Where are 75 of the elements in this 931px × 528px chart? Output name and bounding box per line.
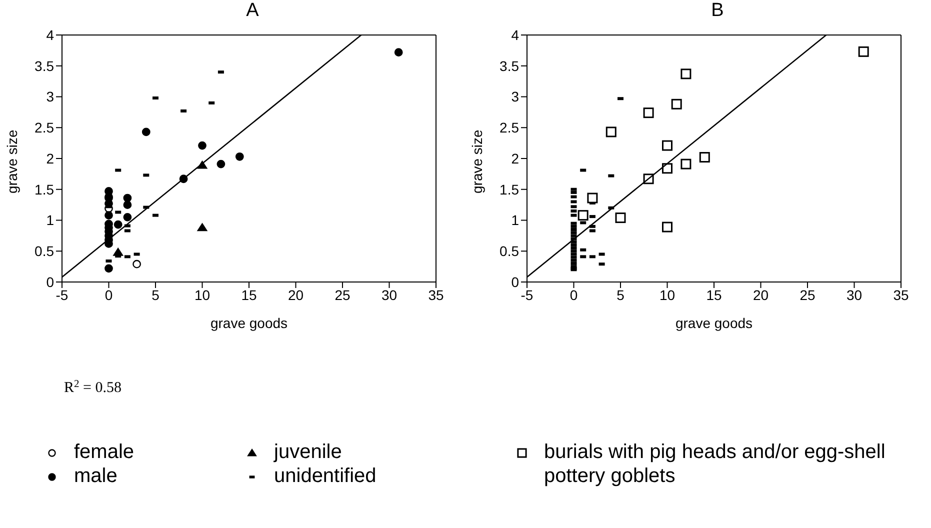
point bbox=[680, 68, 692, 80]
legend-label: male bbox=[74, 464, 118, 488]
x-tick-label: 25 bbox=[800, 286, 816, 303]
point bbox=[104, 187, 113, 196]
x-axis-title: grave goods bbox=[675, 315, 753, 331]
text: R$^{2}$ = 0.58 bbox=[64, 378, 122, 396]
point bbox=[142, 128, 150, 136]
point bbox=[662, 163, 672, 174]
y-tick-label: 1.5 bbox=[500, 181, 520, 198]
point bbox=[198, 141, 206, 150]
x-tick-label: 30 bbox=[381, 286, 398, 303]
legend-label: juvenile bbox=[274, 440, 342, 464]
point bbox=[216, 160, 226, 168]
x-tick-label: 5 bbox=[616, 286, 625, 303]
y-tick-label: 1 bbox=[511, 212, 520, 228]
y-tick-label: 0 bbox=[46, 274, 54, 290]
chart-title: B bbox=[710, 0, 725, 23]
y-tick-label: 1.5 bbox=[34, 181, 54, 198]
point bbox=[858, 46, 869, 57]
x-tick-label: 35 bbox=[428, 286, 444, 303]
point bbox=[615, 212, 626, 224]
y-tick-label: 2 bbox=[511, 150, 520, 166]
y-tick-label: 3.5 bbox=[34, 58, 54, 74]
x-tick-label: 0 bbox=[570, 286, 578, 303]
x-tick-label: 15 bbox=[706, 286, 722, 303]
x-tick-label: 30 bbox=[846, 286, 862, 303]
point bbox=[662, 140, 672, 151]
legend-label: unidentified bbox=[274, 464, 376, 488]
point bbox=[680, 158, 692, 170]
point bbox=[587, 192, 598, 204]
x-tick-label: 10 bbox=[194, 286, 210, 303]
point bbox=[123, 200, 132, 210]
chart-title: A bbox=[245, 0, 260, 23]
x-tick-label: 25 bbox=[334, 286, 350, 303]
y-axis-title: grave size bbox=[468, 129, 485, 194]
x-tick-label: 20 bbox=[752, 286, 769, 303]
y-tick-label: 2.5 bbox=[500, 120, 520, 136]
point bbox=[606, 126, 616, 138]
y-tick-label: 0.5 bbox=[500, 243, 520, 260]
y-tick-label: 0 bbox=[511, 274, 520, 290]
legend-label: burials with pig heads and/or egg-shell pottery goblets bbox=[544, 440, 886, 488]
x-tick-label: 20 bbox=[288, 286, 304, 303]
point bbox=[104, 264, 113, 273]
y-tick-label: 4 bbox=[511, 26, 520, 43]
point bbox=[123, 194, 132, 202]
x-tick-label: -5 bbox=[56, 286, 68, 303]
point bbox=[578, 210, 588, 221]
point bbox=[123, 212, 132, 222]
x-tick-label: 5 bbox=[152, 286, 160, 303]
y-tick-label: 1 bbox=[46, 212, 54, 228]
y-tick-label: 3 bbox=[46, 88, 54, 105]
y-tick-label: 2 bbox=[46, 150, 54, 166]
point bbox=[114, 220, 122, 229]
point bbox=[104, 211, 113, 220]
legend-label: female bbox=[74, 440, 134, 464]
y-tick-label: 3 bbox=[511, 88, 520, 105]
point bbox=[671, 98, 682, 110]
x-tick-label: 10 bbox=[659, 286, 676, 303]
x-tick-label: -5 bbox=[520, 286, 534, 303]
point bbox=[643, 108, 654, 118]
x-axis-title: grave goods bbox=[210, 315, 288, 331]
y-axis-title: grave size bbox=[4, 129, 20, 194]
x-tick-label: 35 bbox=[893, 286, 909, 303]
y-tick-label: 3.5 bbox=[500, 58, 520, 74]
point bbox=[132, 260, 141, 268]
point bbox=[235, 152, 244, 161]
y-tick-label: 0.5 bbox=[34, 243, 54, 260]
x-tick-label: 15 bbox=[241, 286, 257, 303]
point bbox=[699, 152, 710, 163]
y-tick-label: 2.5 bbox=[34, 120, 54, 136]
x-tick-label: 0 bbox=[104, 286, 113, 303]
y-tick-label: 4 bbox=[46, 26, 54, 43]
point bbox=[394, 48, 403, 56]
point bbox=[197, 223, 208, 232]
point bbox=[662, 222, 672, 232]
